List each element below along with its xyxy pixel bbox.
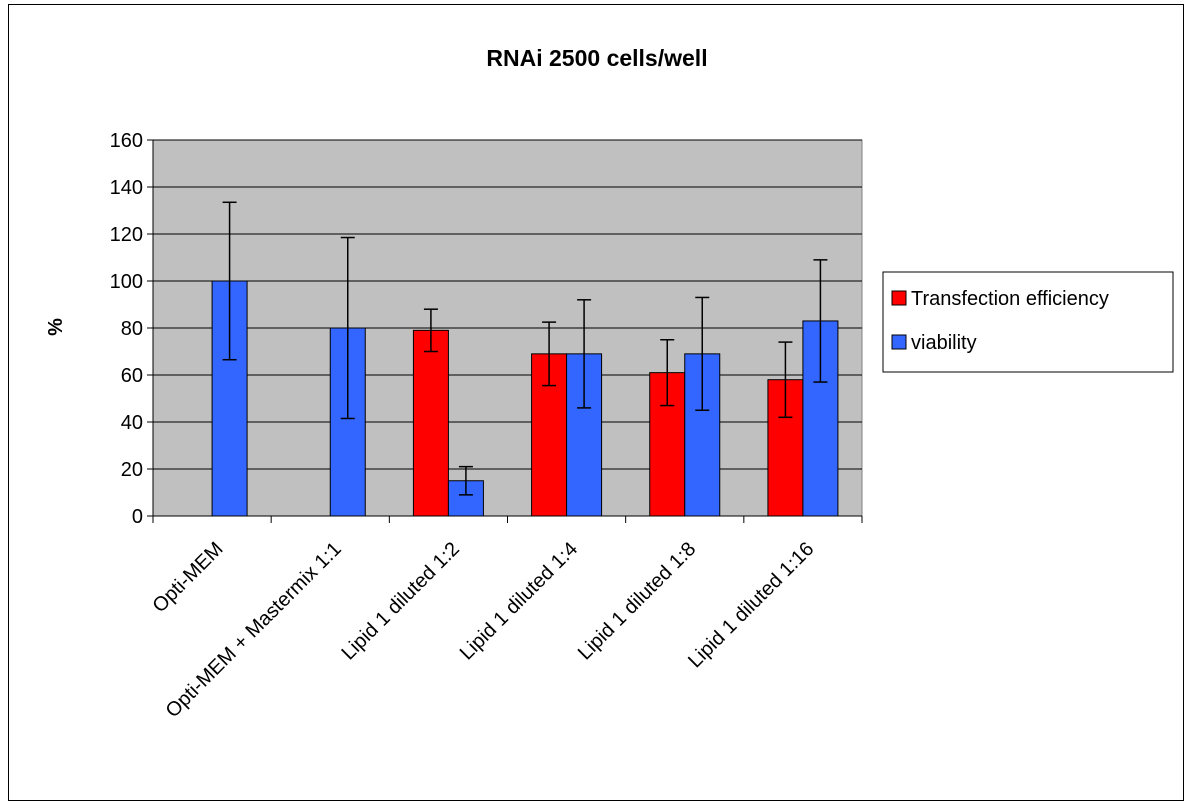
y-tick-label: 160 [110,130,143,152]
legend-label-transfection: Transfection efficiency [911,288,1109,310]
y-tick-label: 140 [110,177,143,199]
y-tick-label: 0 [132,506,143,528]
y-tick-label: 40 [121,412,143,434]
y-tick-label: 120 [110,224,143,246]
legend: Transfection efficiency viability [882,271,1174,373]
bar-viability [211,280,248,517]
x-tick-label: Lipid 1 diluted 1:2 [338,538,464,664]
y-tick-label: 20 [121,459,143,481]
legend-box [882,271,1174,373]
x-tick-label: Lipid 1 diluted 1:16 [684,538,818,672]
legend-label-viability: viability [911,332,977,354]
y-tick-label: 100 [110,271,143,293]
legend-swatch-transfection [891,290,907,306]
y-axis-label: % [45,318,67,336]
bar-transfection [412,329,449,517]
y-tick-label: 60 [121,365,143,387]
chart-title: RNAi 2500 cells/well [486,45,707,71]
x-tick-label: Opti-MEM [148,538,227,617]
y-tick-label: 80 [121,318,143,340]
legend-swatch-viability [891,334,907,350]
x-tick-label: Lipid 1 diluted 1:4 [456,538,582,664]
x-tick-label: Lipid 1 diluted 1:8 [574,538,700,664]
